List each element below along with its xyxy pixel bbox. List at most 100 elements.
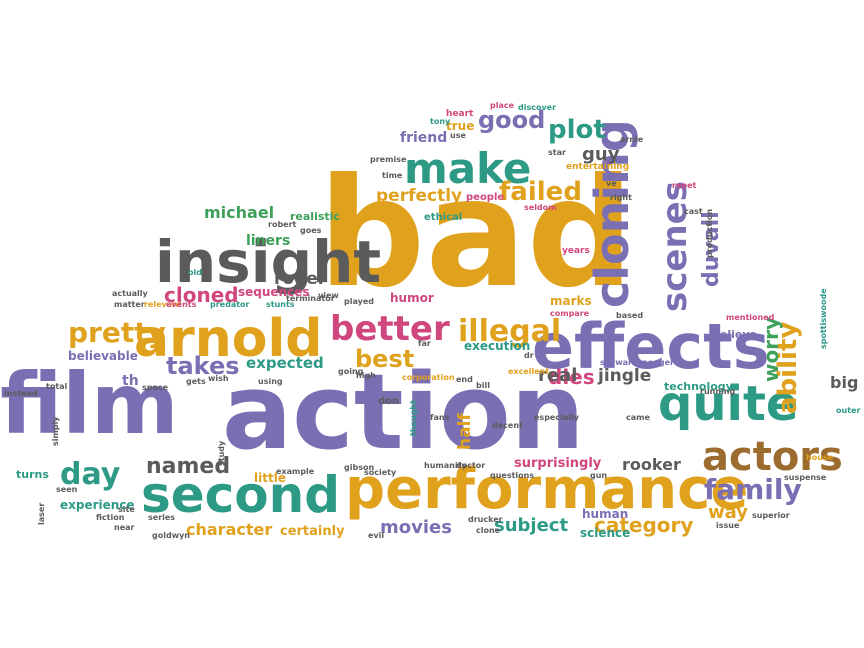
tiny-words: heart tony place discover use arnie prem…	[4, 101, 860, 540]
word: make	[404, 144, 531, 193]
word: surprisingly	[514, 456, 602, 471]
word: realistic	[290, 210, 340, 223]
word: arnie	[620, 135, 644, 144]
word: ability	[773, 322, 803, 414]
word: arnold	[134, 309, 323, 369]
word: seen	[56, 485, 78, 494]
word: don	[378, 396, 399, 407]
word: house	[806, 453, 834, 462]
word: going	[338, 367, 364, 376]
word: takes	[166, 352, 240, 380]
word: bill	[476, 381, 490, 390]
word: gun	[590, 471, 607, 480]
word: place	[490, 101, 515, 110]
word: using	[258, 377, 283, 386]
word: end	[456, 375, 473, 384]
word: plot	[548, 115, 606, 145]
word: thought	[409, 400, 418, 436]
word: movies	[380, 517, 452, 538]
word: illegal	[458, 314, 561, 349]
word: running	[700, 387, 735, 396]
word: turns	[16, 468, 49, 481]
word: way	[708, 502, 748, 523]
word: actors	[702, 434, 843, 480]
word: years	[562, 246, 590, 256]
word: friend	[400, 130, 447, 146]
word: played	[344, 297, 374, 306]
word: clone	[476, 526, 501, 535]
word: star	[548, 148, 566, 157]
word: better	[330, 309, 450, 349]
word: science	[580, 526, 630, 540]
word: excellent	[508, 367, 549, 376]
word: marks	[550, 294, 592, 308]
word: pretty	[68, 316, 166, 349]
word: decent	[492, 421, 523, 430]
word: old	[188, 268, 202, 277]
word: character	[186, 520, 272, 539]
word: performance	[345, 457, 748, 522]
word: near	[114, 523, 135, 532]
word: goldwyn	[152, 531, 190, 540]
word: insight	[155, 228, 381, 296]
word: expected	[246, 354, 324, 372]
word: people	[466, 192, 504, 203]
word: site	[118, 505, 135, 514]
word: relevant	[144, 300, 182, 309]
word: simply	[51, 416, 60, 446]
word: gets	[186, 377, 206, 386]
word: came	[626, 413, 650, 422]
word: events	[166, 300, 197, 309]
word: evil	[368, 531, 384, 540]
word: high	[356, 371, 376, 380]
word: believable	[68, 349, 138, 363]
word: based	[616, 311, 643, 320]
word: best	[355, 345, 414, 373]
word: premise	[370, 155, 407, 164]
word: humanity	[424, 461, 467, 470]
word: quite	[658, 376, 798, 432]
word: superior	[752, 511, 790, 520]
word: humor	[390, 291, 434, 305]
word: view	[318, 291, 339, 300]
word: roger	[274, 269, 327, 289]
word: category	[594, 513, 693, 537]
word: doctor	[456, 461, 485, 470]
word: subject	[494, 515, 568, 536]
word: failed	[499, 177, 582, 207]
word: dr	[524, 351, 534, 360]
word: repet	[672, 181, 697, 190]
word: discover	[518, 103, 556, 112]
word: michael	[204, 203, 274, 222]
word: true	[446, 119, 474, 133]
word: dies	[548, 365, 595, 389]
word: goes	[300, 226, 322, 235]
word: series	[148, 513, 175, 522]
word: suspense	[784, 473, 827, 482]
word: execution	[464, 339, 530, 353]
word: fiction	[96, 513, 125, 522]
word: entertaining	[566, 162, 629, 172]
word: film	[0, 355, 179, 453]
word: guy	[582, 144, 620, 165]
word: believe	[712, 328, 757, 341]
word: production	[705, 209, 714, 258]
word: heart	[446, 109, 474, 119]
word: drucker	[468, 515, 503, 524]
word: use	[450, 131, 466, 140]
word: actually	[112, 289, 149, 298]
word: matter	[114, 300, 145, 309]
word: example	[276, 467, 315, 476]
word: outer	[836, 406, 860, 415]
word: cast	[684, 207, 703, 216]
word: experience	[60, 498, 135, 512]
word: named	[146, 454, 230, 479]
word: liners	[246, 233, 290, 249]
small-words: friend true experience turns surprisingl…	[16, 119, 828, 540]
word: stunts	[266, 300, 295, 309]
word: tony	[430, 117, 451, 126]
word: jingle	[597, 366, 651, 386]
word: instead	[4, 389, 38, 398]
word: little	[254, 471, 286, 485]
word: ve	[606, 179, 617, 188]
